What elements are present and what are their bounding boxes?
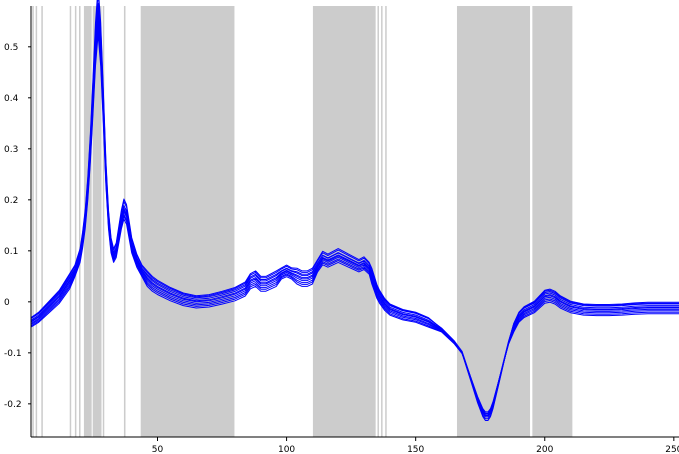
- x-tick-label-1: 100: [278, 445, 295, 454]
- y-tick-label-3: 0.2: [4, 196, 18, 206]
- x-tick-label-4: 250: [665, 445, 679, 454]
- highlight-band-15: [456, 6, 531, 437]
- highlight-band-4: [74, 6, 77, 437]
- highlight-band-2: [41, 6, 43, 437]
- y-tick-label-1: 0.4: [4, 94, 19, 104]
- y-tick-label-6: -0.1: [4, 349, 22, 359]
- highlight-band-7: [92, 6, 102, 437]
- y-tick-label-0: 0.5: [4, 43, 18, 53]
- highlight-band-6: [83, 6, 92, 437]
- highlight-band-11: [312, 6, 376, 437]
- highlight-band-10: [140, 6, 235, 437]
- highlight-band-16: [532, 6, 573, 437]
- x-tick-label-0: 50: [152, 445, 164, 454]
- highlight-bands: [32, 6, 573, 437]
- highlight-band-5: [79, 6, 81, 437]
- y-tick-label-2: 0.3: [4, 145, 18, 155]
- series-line-9: [30, 9, 679, 417]
- series-line-7: [30, 27, 679, 414]
- y-tick-label-5: 0: [4, 298, 10, 308]
- x-tick-label-3: 200: [536, 445, 553, 454]
- series-line-8: [30, 0, 679, 421]
- highlight-band-0: [32, 6, 34, 437]
- x-tick-label-2: 150: [407, 445, 424, 454]
- highlight-band-14: [385, 6, 387, 437]
- highlight-band-3: [69, 6, 72, 437]
- highlight-band-13: [381, 6, 383, 437]
- y-tick-label-4: 0.1: [4, 247, 18, 257]
- y-axis-ticks: 0.5 0.4 0.3 0.2 0.1 0 -0.1 -0.2: [4, 43, 31, 410]
- highlight-band-8: [102, 6, 105, 437]
- highlight-band-12: [377, 6, 379, 437]
- highlight-band-1: [35, 6, 38, 437]
- y-tick-label-7: -0.2: [4, 400, 22, 410]
- series-group: [30, 0, 679, 421]
- x-axis-ticks: 50 100 150 200 250: [152, 437, 679, 454]
